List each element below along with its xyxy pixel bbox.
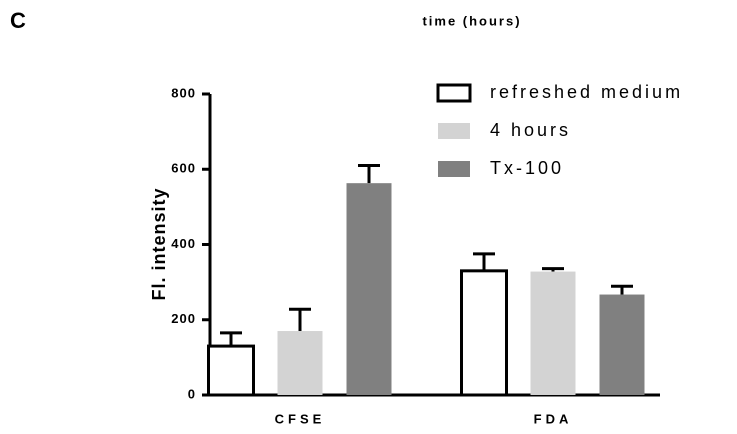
y-tick-label: 600 xyxy=(171,161,196,176)
legend-label: 4 hours xyxy=(490,120,571,140)
bar xyxy=(346,183,392,395)
bar xyxy=(207,344,255,397)
bar xyxy=(460,269,508,397)
panel-label: C xyxy=(10,8,26,33)
legend-swatch xyxy=(438,161,470,177)
bar xyxy=(599,294,645,395)
legend-label: refreshed medium xyxy=(490,82,683,102)
legend-swatch xyxy=(436,83,472,103)
bar xyxy=(530,271,576,395)
y-tick-label: 0 xyxy=(188,386,196,401)
bar xyxy=(277,331,323,395)
x-tick-label: CFSE xyxy=(275,411,326,426)
y-axis-label: Fl. intensity xyxy=(149,187,169,300)
chart-title: time (hours) xyxy=(422,13,521,28)
y-tick-label: 400 xyxy=(171,236,196,251)
y-tick-label: 200 xyxy=(171,311,196,326)
y-tick-label: 800 xyxy=(171,85,196,100)
legend-label: Tx-100 xyxy=(490,158,564,178)
x-tick-label: FDA xyxy=(534,411,573,426)
legend-swatch xyxy=(438,123,470,139)
